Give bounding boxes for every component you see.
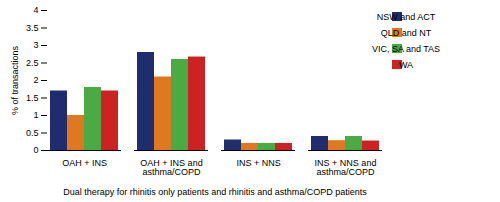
svg-text:1.5: 1.5 xyxy=(26,93,39,103)
svg-text:1: 1 xyxy=(33,110,38,120)
svg-text:2.5: 2.5 xyxy=(26,58,39,68)
svg-text:4: 4 xyxy=(33,5,38,15)
svg-text:OAH + INS andasthma/COPD: OAH + INS andasthma/COPD xyxy=(140,158,202,177)
svg-text:3.5: 3.5 xyxy=(26,23,39,33)
svg-text:% of transactions: % of transactions xyxy=(10,45,20,115)
svg-text:INS + NNS: INS + NNS xyxy=(236,158,280,168)
svg-text:VIC, SA and TAS: VIC, SA and TAS xyxy=(372,44,440,54)
svg-text:QLD and NT: QLD and NT xyxy=(381,28,432,38)
svg-text:NSW and ACT: NSW and ACT xyxy=(377,12,436,22)
svg-text:3: 3 xyxy=(33,40,38,50)
svg-text:2: 2 xyxy=(33,75,38,85)
svg-text:INS + NNS andasthma/COPD: INS + NNS andasthma/COPD xyxy=(315,158,377,177)
svg-text:OAH + INS: OAH + INS xyxy=(62,158,107,168)
svg-text:WA: WA xyxy=(399,60,413,70)
svg-text:0: 0 xyxy=(33,145,38,155)
svg-text:0.5: 0.5 xyxy=(26,128,39,138)
svg-text:Dual therapy for rhinitis only: Dual therapy for rhinitis only patients … xyxy=(63,187,367,197)
